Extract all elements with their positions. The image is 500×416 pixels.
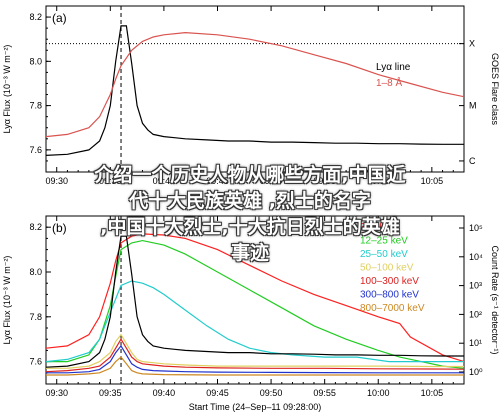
legend-entry: 50–100 keV: [360, 263, 414, 274]
legend-entry: 25–50 keV: [360, 249, 408, 260]
panel-b: 09:30 09:35 09:40 09:45 09:50 09:55 10:00 10:05…: [2, 215, 500, 412]
right-tick-label: 10²: [469, 309, 482, 319]
y-tick-label: 7.8: [29, 101, 42, 111]
right-tick-label: X: [469, 39, 475, 49]
watermark-line-3: ,中国十大烈士,十大抗日烈士的英雄: [100, 216, 400, 238]
series-line-lya-line: [46, 235, 464, 368]
series-line-25-50-kev: [46, 280, 464, 363]
watermark-line-4: 事迹: [230, 242, 269, 264]
watermark-line-2: 代十大民族英雄 ,烈士的名字: [129, 190, 371, 212]
series-line-100-300-kev: [46, 338, 464, 373]
right-axis-label: Count Rate (s⁻¹ detector⁻¹): [490, 245, 500, 354]
legend-entry: 800–7000 keV: [360, 303, 425, 314]
legend-entry: 12–25 keV: [360, 236, 408, 247]
x-tick-label: 09:30: [45, 176, 68, 186]
x-tick-label: 09:40: [153, 176, 176, 186]
legend-entry: 300–800 keV: [360, 290, 419, 301]
legend-entry: Lyα line: [376, 62, 411, 73]
x-tick-label: 09:30: [45, 388, 68, 398]
x-tick-label: 09:50: [260, 176, 283, 186]
y-tick-label: 8.2: [29, 222, 42, 232]
y-tick-label: 7.8: [29, 312, 42, 322]
series-line-800-7000-kev: [46, 356, 464, 376]
panel-label: (a): [52, 11, 67, 25]
x-tick-label: 09:45: [206, 388, 229, 398]
right-tick-label: M: [469, 101, 477, 111]
series-line-300-800-kev: [46, 344, 464, 374]
y-tick-label: 7.6: [29, 145, 42, 155]
series-line-1-8-: [46, 31, 464, 138]
series-line-ly-line: [46, 25, 464, 156]
right-tick-label: 10³: [469, 281, 482, 291]
x-tick-label: 09:35: [99, 388, 122, 398]
x-tick-label: 10:00: [367, 176, 390, 186]
series-group: [46, 233, 464, 376]
right-axis-label: GOES Flare class: [490, 53, 500, 126]
right-tick-label: 10⁴: [469, 252, 483, 262]
series-line-3-6-kev: [46, 233, 464, 363]
series-line-50-100-kev: [46, 333, 464, 369]
x-tick-label: 09:50: [260, 388, 283, 398]
x-tick-label: 09:40: [153, 388, 176, 398]
plot-frame-a: [45, 5, 465, 173]
panel-label: (b): [52, 221, 67, 235]
x-tick-label: 10:00: [367, 388, 390, 398]
right-tick-label: 10⁵: [469, 223, 483, 233]
x-tick-label: 10:05: [421, 388, 444, 398]
y-tick-label: 8.2: [29, 12, 42, 22]
plot-frame-b: [45, 215, 465, 385]
legend-entry: 3–6 keV: [360, 222, 397, 233]
watermark-line-1: 介绍一个历史人物从哪些方面,中国近: [94, 164, 406, 186]
right-tick-label: 10⁰: [469, 367, 483, 377]
x-tick-label: 09:55: [313, 176, 336, 186]
panel-a: 09:30 09:35 09:40 09:45 09:50 09:55 10:00 10:05…: [2, 5, 500, 186]
right-tick-label: C: [469, 156, 476, 166]
x-axis-label: Start Time (24–Sep–11 09:28:00): [189, 402, 321, 412]
legend-entry: 1–8 Å: [376, 76, 402, 89]
y-tick-label: 8.0: [29, 56, 42, 66]
y-axis-label: Lyα Flux (10⁻³ W m⁻²): [2, 45, 12, 134]
right-tick-label: 10¹: [469, 338, 482, 348]
y-tick-label: 8.0: [29, 267, 42, 277]
x-tick-label: 10:05: [421, 176, 444, 186]
y-tick-label: 7.6: [29, 357, 42, 367]
y-axis-label: Lyα Flux (10⁻³ W m⁻²): [2, 256, 12, 345]
x-tick-label: 09:55: [313, 388, 336, 398]
x-tick-label: 09:35: [99, 176, 122, 186]
series-group: [46, 25, 464, 156]
legend-entry: 100–300 keV: [360, 276, 419, 287]
x-tick-label: 09:45: [206, 176, 229, 186]
